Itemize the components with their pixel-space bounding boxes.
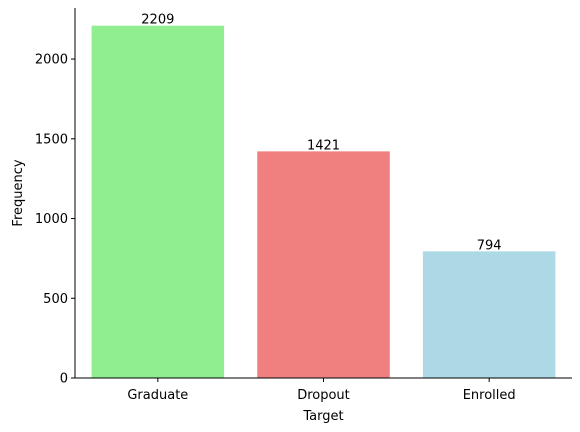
x-tick-label-graduate: Graduate [127,388,188,403]
x-axis: Graduate Dropout Enrolled [75,377,572,403]
y-tick-label: 1000 [35,212,68,227]
y-axis: 0 500 1000 1500 2000 [35,8,76,387]
bars [91,25,556,378]
y-tick-label: 500 [43,292,68,307]
bar-value-label-dropout: 1421 [307,138,340,153]
x-axis-label: Target [302,409,343,424]
x-tick-label-enrolled: Enrolled [463,388,516,403]
y-axis-label: Frequency [11,159,26,226]
bar-graduate [91,25,225,378]
bar-value-label-graduate: 2209 [141,13,174,28]
y-tick-label: 0 [60,372,68,387]
bar-dropout [257,151,390,378]
y-tick-label: 2000 [35,53,68,68]
bar-data-labels: 2209 1421 794 [141,13,501,254]
bar-enrolled [422,251,556,378]
bar-value-label-enrolled: 794 [477,238,502,253]
y-tick-label: 1500 [35,132,68,147]
x-tick-label-dropout: Dropout [297,388,350,403]
